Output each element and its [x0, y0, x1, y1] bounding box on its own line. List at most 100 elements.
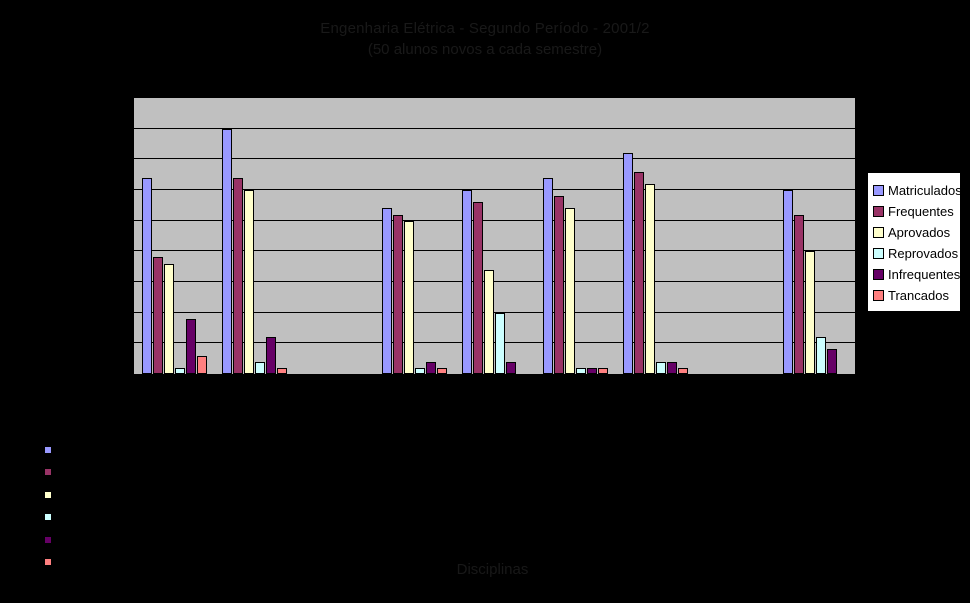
bar-matriculados [222, 129, 233, 374]
bar-group [695, 98, 775, 374]
bar-reprovados [815, 337, 826, 374]
bar-group [615, 98, 695, 374]
bar-infrequentes [506, 362, 517, 374]
bar-infrequentes [266, 337, 277, 374]
secondary-legend-entry: Trancados [45, 555, 115, 569]
gridline [134, 311, 855, 313]
bar-group [775, 98, 855, 374]
bar-matriculados [142, 178, 152, 374]
bar-trancados [597, 368, 608, 374]
gridline [134, 219, 855, 221]
bar-aprovados [164, 264, 174, 374]
bar-trancados [677, 368, 688, 374]
secondary-legend-swatch-icon [45, 469, 51, 475]
legend: Matriculados Frequentes Aprovados Reprovado… [867, 172, 962, 312]
legend-entry: Aprovados [873, 222, 960, 243]
secondary-legend-swatch-icon [45, 514, 51, 520]
y-tick-label: 5 [121, 336, 128, 351]
bar-aprovados [804, 251, 815, 374]
legend-entry: Trancados [873, 285, 960, 306]
secondary-legend-swatch-icon [45, 492, 51, 498]
secondary-legend-entry: Matriculados [45, 443, 127, 457]
legend-label: Aprovados [888, 225, 951, 240]
legend-swatch-icon [873, 269, 884, 280]
secondary-legend-entry: Aprovados [45, 488, 116, 502]
secondary-legend-entry: Infrequentes [45, 533, 126, 547]
bar-frequentes [393, 215, 404, 374]
bar-trancados [277, 368, 288, 374]
y-tick-label: 10 [114, 305, 128, 320]
bar-infrequentes [426, 362, 437, 374]
bar-infrequentes [186, 319, 196, 374]
legend-label: Frequentes [888, 204, 954, 219]
bar-group [454, 98, 534, 374]
secondary-legend-swatch-icon [45, 537, 51, 543]
legend-label: Infrequentes [888, 267, 961, 282]
bar-aprovados [244, 190, 255, 374]
bar-frequentes [633, 172, 644, 374]
secondary-legend-label: Aprovados [59, 488, 117, 502]
bar-aprovados [564, 208, 575, 374]
y-tick-label: 35 [114, 152, 128, 167]
secondary-legend-entry: Frequentes [45, 465, 120, 479]
gridline [134, 127, 855, 129]
bar-frequentes [553, 196, 564, 374]
bar-reprovados [495, 313, 506, 374]
bar-frequentes [473, 202, 484, 374]
gridline [134, 281, 855, 282]
y-tick-label: 20 [114, 244, 128, 259]
plot-area [133, 97, 856, 375]
y-tick-label: 15 [114, 275, 128, 289]
secondary-legend-label: Frequentes [59, 465, 120, 479]
bar-reprovados [255, 362, 266, 374]
legend-swatch-icon [873, 248, 884, 259]
bar-aprovados [484, 270, 495, 374]
bar-group [374, 98, 454, 374]
y-tick-label: 45 [114, 91, 128, 105]
bar-matriculados [382, 208, 393, 374]
y-tick-label: 40 [114, 121, 128, 136]
bar-infrequentes [586, 368, 597, 374]
bar-group [214, 98, 294, 374]
x-axis-line [133, 374, 858, 376]
gridline [134, 189, 855, 190]
bar-reprovados [415, 368, 426, 374]
bar-reprovados [175, 368, 185, 374]
bar-group [134, 98, 214, 374]
bar-aprovados [644, 184, 655, 374]
legend-entry: Infrequentes [873, 264, 960, 285]
bar-frequentes [153, 257, 163, 374]
bar-group [294, 98, 374, 374]
secondary-legend-swatch-icon [45, 447, 51, 453]
bar-matriculados [462, 190, 473, 374]
legend-entry: Reprovados [873, 243, 960, 264]
bar-infrequentes [826, 349, 837, 374]
legend-swatch-icon [873, 290, 884, 301]
secondary-legend-label: Reprovados [59, 510, 124, 524]
bar-trancados [197, 356, 207, 374]
gridline [134, 342, 855, 344]
secondary-legend-entry: Reprovados [45, 510, 124, 524]
bar-reprovados [655, 362, 666, 374]
legend-entry: Matriculados [873, 180, 962, 201]
bar-frequentes [233, 178, 244, 374]
secondary-legend-swatch-icon [45, 559, 51, 565]
bar-aprovados [404, 221, 415, 374]
bar-matriculados [542, 178, 553, 374]
secondary-legend-label: Infrequentes [59, 533, 126, 547]
chart-title: Engenharia Elétrica - Segundo Período - … [320, 20, 650, 37]
bar-matriculados [622, 153, 633, 374]
x-axis-title: Disciplinas [456, 561, 529, 578]
y-tick-label: 30 [114, 183, 128, 197]
bar-infrequentes [666, 362, 677, 374]
gridline [134, 158, 855, 160]
secondary-legend-label: Trancados [59, 555, 116, 569]
bar-trancados [437, 368, 448, 374]
gridline [134, 250, 855, 252]
legend-swatch-icon [873, 227, 884, 238]
bar-frequentes [793, 215, 804, 374]
chart-subtitle: (50 alunos novos a cada semestre) [367, 41, 603, 58]
legend-swatch-icon [873, 185, 884, 196]
y-tick-label: 25 [114, 213, 128, 228]
